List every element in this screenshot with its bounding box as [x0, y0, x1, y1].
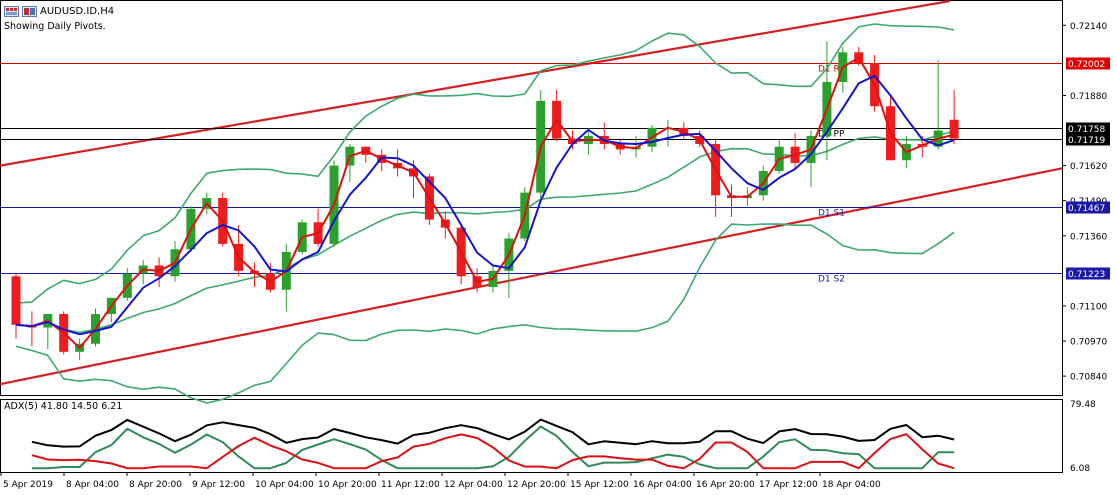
bollinger-upper-band — [15, 23, 955, 304]
price-axis-label: 0.71880 — [1070, 92, 1107, 102]
pivot-price-tag — [1066, 57, 1110, 70]
pivot-name-label: D1 R1 — [818, 65, 846, 75]
main-plot-frame — [0, 0, 1063, 396]
pivot-price-label: 0.71719 — [1068, 136, 1105, 146]
adx-minus-di-line — [31, 433, 955, 470]
symbol-info-icon[interactable] — [22, 5, 37, 17]
pivot-name-label: D1 PP — [818, 130, 845, 140]
indicator-scale-top: 79.48 — [1070, 400, 1096, 410]
bear-candle[interactable] — [949, 119, 959, 139]
price-axis-label: 0.71100 — [1070, 302, 1107, 312]
pivot-price-label: 0.72002 — [1068, 60, 1105, 70]
price-axis-label: 0.71620 — [1070, 162, 1107, 172]
bear-candle[interactable] — [11, 276, 21, 325]
pivot-price-label: 0.71758 — [1068, 125, 1105, 135]
time-axis-label: 8 Apr 20:00 — [129, 480, 182, 490]
time-axis-label: 8 Apr 04:00 — [66, 480, 119, 490]
bollinger-lower-band — [15, 223, 955, 404]
pivot-price-tag — [1066, 133, 1110, 146]
pivot-name-label: D1 S2 — [818, 275, 845, 285]
price-axis-label: 0.70840 — [1070, 373, 1107, 383]
time-axis-label: 15 Apr 12:00 — [570, 480, 629, 490]
price-axis-label: 0.70970 — [1070, 338, 1107, 348]
slow-moving-average — [15, 74, 955, 336]
time-axis-label: 10 Apr 20:00 — [318, 480, 377, 490]
indicator-scale-bottom: 6.08 — [1070, 464, 1090, 474]
time-axis-label: 11 Apr 12:00 — [381, 480, 440, 490]
adx-plus-di-line — [31, 425, 955, 470]
price-axis-label: 0.71360 — [1070, 232, 1107, 242]
time-axis-label: 5 Apr 2019 — [3, 480, 53, 490]
time-axis-label: 10 Apr 04:00 — [255, 480, 314, 490]
time-axis-label: 9 Apr 12:00 — [192, 480, 245, 490]
pivot-name-label: D1 S1 — [818, 209, 845, 219]
chart-header: AUDUSD.ID,H4 Showing Daily Pivots. — [4, 4, 114, 32]
pivot-price-label: 0.71223 — [1068, 270, 1105, 280]
time-axis-label: 17 Apr 12:00 — [759, 480, 818, 490]
channel-upper-trendline — [0, 0, 951, 167]
price-axis-label: 0.72140 — [1070, 22, 1107, 32]
fast-moving-average — [15, 56, 955, 349]
pivot-price-label: 0.71467 — [1068, 204, 1105, 214]
time-axis-label: 16 Apr 20:00 — [696, 480, 755, 490]
time-axis-label: 12 Apr 04:00 — [444, 480, 503, 490]
adx-main-line — [31, 418, 955, 448]
adx-indicator-label: ADX(5) 41.80 14.50 6.21 — [4, 401, 123, 412]
time-axis-label: 16 Apr 04:00 — [633, 480, 692, 490]
pivot-price-tag — [1066, 267, 1110, 280]
pivot-info-text: Showing Daily Pivots. — [4, 21, 106, 32]
time-axis-label: 12 Apr 20:00 — [507, 480, 566, 490]
pivot-price-tag — [1066, 201, 1110, 214]
chart-window-icon[interactable] — [4, 5, 19, 17]
time-axis-label: 18 Apr 04:00 — [822, 480, 881, 490]
symbol-timeframe-label: AUDUSD.ID,H4 — [40, 5, 115, 17]
pivot-price-tag — [1066, 122, 1110, 135]
channel-lower-trendline — [0, 167, 1063, 386]
